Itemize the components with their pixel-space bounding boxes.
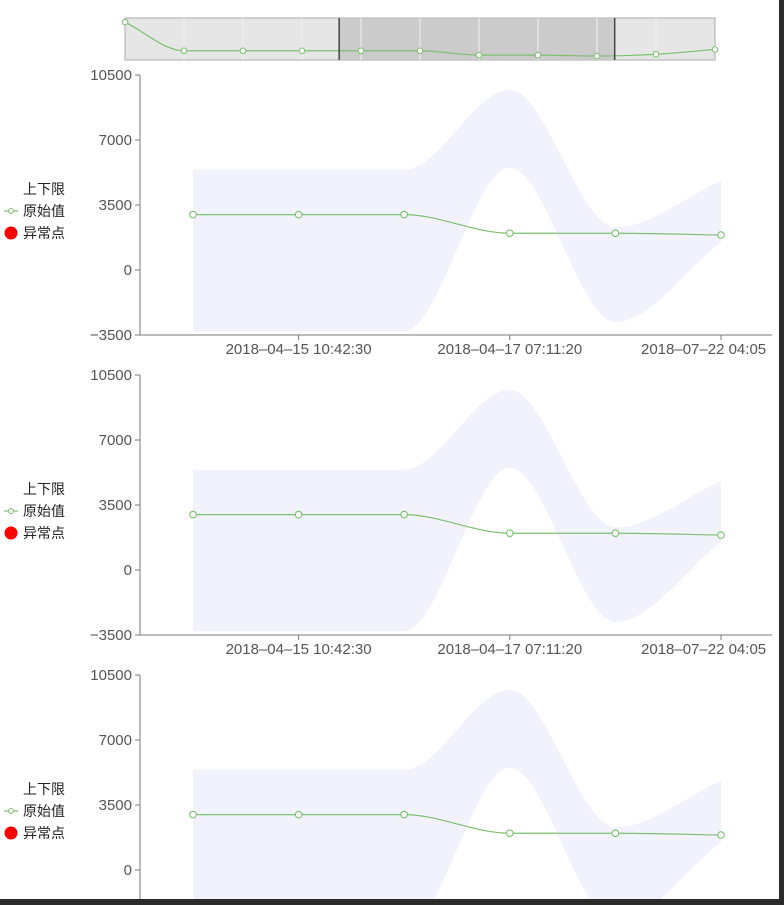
navigator-point (593, 52, 601, 60)
y-tick-label: 3500 (99, 497, 132, 514)
series-line-原始值 (193, 514, 722, 536)
y-tick-label: 10500 (90, 667, 132, 684)
legend-line-marker-icon (8, 508, 14, 514)
legend-anomaly-label[interactable]: 异常点 (23, 826, 65, 842)
window-bottom-edge (0, 899, 784, 905)
x-tick-label: 2018–04–17 07:11:20 (437, 641, 582, 658)
legend-line-marker-icon (8, 808, 14, 814)
y-tick-label: 10500 (90, 367, 132, 384)
legend-red-dot-icon (4, 826, 18, 840)
navigator-point (298, 47, 306, 55)
x-tick-label: 2018–07–22 04:05 (641, 641, 766, 658)
data-point[interactable] (505, 829, 514, 838)
y-tick-label: 3500 (99, 197, 132, 214)
data-point[interactable] (611, 529, 620, 538)
data-point[interactable] (400, 810, 409, 819)
data-point[interactable] (400, 210, 409, 219)
data-point[interactable] (400, 510, 409, 519)
legend-series-label[interactable]: 原始值 (23, 804, 65, 820)
navigator-point (711, 46, 719, 53)
legend-band-label[interactable]: 上下限 (23, 782, 65, 798)
chart-axes: 10500 7000 3500 0 −3500 2018–04–15 10:42:30 20… (90, 67, 772, 358)
data-point[interactable] (189, 210, 197, 219)
y-tick-label: 10500 (90, 67, 132, 84)
y-tick-label: 0 (124, 562, 132, 579)
x-tick-label: 2018–04–17 07:11:20 (437, 341, 582, 358)
y-tick-label: 0 (124, 862, 132, 879)
data-point[interactable] (189, 810, 197, 819)
data-zoom-navigator[interactable] (121, 17, 719, 61)
y-tick-label: 3500 (99, 797, 132, 814)
data-point[interactable] (505, 529, 514, 538)
legend-band-label[interactable]: 上下限 (23, 482, 65, 498)
data-point[interactable] (294, 510, 303, 519)
navigator-point (475, 51, 483, 59)
band-area (193, 389, 721, 632)
legend-anomaly-label[interactable]: 异常点 (23, 226, 65, 242)
data-point[interactable] (505, 229, 514, 238)
x-tick-label: 2018–07–22 04:05 (641, 341, 766, 358)
navigator-point (180, 47, 188, 55)
y-tick-label: −3500 (90, 627, 132, 644)
band-area (193, 89, 721, 332)
legend-band-label[interactable]: 上下限 (23, 182, 65, 198)
series-line-原始值 (192, 814, 722, 836)
chart-axes: 10500 7000 3500 0 −3500 2018–04–15 10:42:30 20… (90, 367, 772, 658)
x-tick-label: 2018–04–15 10:42:30 (226, 641, 372, 658)
x-tick-label: 2018–04–15 10:42:30 (226, 341, 372, 358)
y-tick-label: 7000 (99, 132, 132, 149)
data-point[interactable] (611, 229, 620, 238)
y-tick-label: 7000 (99, 732, 132, 749)
chart-axes: 10500 7000 3500 0 (90, 667, 141, 899)
series-line-原始值 (192, 214, 722, 236)
y-tick-label: 7000 (99, 432, 132, 449)
chart-panel-2: 10500 7000 3500 0 −3500 2018–04–15 10:42:30 20… (4, 367, 772, 658)
navigator-point (534, 51, 542, 59)
navigator-point (416, 47, 424, 55)
window-scrollbar-edge (779, 0, 784, 905)
legend-red-dot-icon (4, 526, 18, 540)
legend-series-label[interactable]: 原始值 (23, 204, 65, 220)
legend-series-label[interactable]: 原始值 (23, 504, 65, 520)
legend-anomaly-label[interactable]: 异常点 (23, 526, 65, 542)
navigator-point (652, 50, 660, 58)
band-area (193, 689, 721, 899)
data-point[interactable] (294, 810, 303, 819)
y-tick-label: −3500 (90, 327, 132, 344)
data-point[interactable] (189, 510, 197, 519)
y-tick-label: 0 (124, 262, 132, 279)
data-point[interactable] (717, 531, 725, 539)
data-point[interactable] (294, 210, 303, 219)
navigator-point (239, 47, 247, 55)
data-point[interactable] (611, 829, 620, 838)
legend-red-dot-icon (4, 226, 18, 240)
data-point[interactable] (717, 831, 725, 839)
legend-line-marker-icon (8, 208, 14, 214)
data-point[interactable] (717, 231, 725, 239)
chart-panel-1: 10500 7000 3500 0 −3500 2018–04–15 10:42:30 20… (4, 67, 772, 358)
navigator-point (121, 18, 129, 26)
navigator-point (357, 47, 365, 55)
